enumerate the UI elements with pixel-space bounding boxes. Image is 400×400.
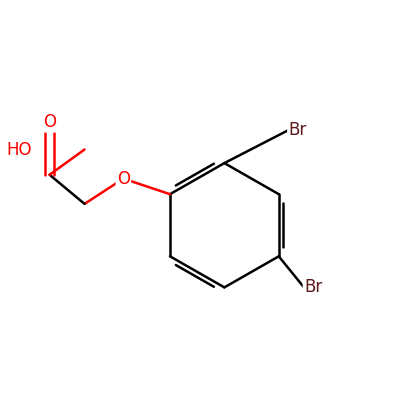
Text: O: O: [117, 170, 130, 188]
Text: O: O: [43, 113, 56, 131]
Text: Br: Br: [304, 278, 322, 296]
Text: Br: Br: [288, 121, 307, 139]
Text: HO: HO: [7, 140, 32, 158]
